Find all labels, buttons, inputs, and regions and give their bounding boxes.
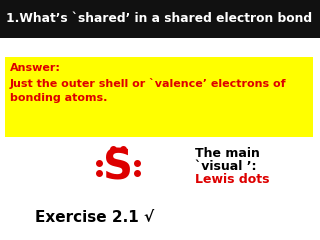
Bar [5, 57, 313, 137]
Text: The main: The main [195, 147, 260, 160]
Text: Lewis dots: Lewis dots [195, 173, 269, 186]
Text: Exercise 2.1 √: Exercise 2.1 √ [35, 210, 154, 226]
Text: 1.What’s `shared’ in a shared electron bond  ?: 1.What’s `shared’ in a shared electron b… [6, 12, 320, 25]
Text: Answer:: Answer: [10, 63, 61, 73]
Text: `visual ’:: `visual ’: [195, 160, 257, 173]
Text: S: S [103, 147, 133, 189]
Text: Just the outer shell or `valence’ electrons of: Just the outer shell or `valence’ electr… [10, 78, 287, 89]
Bar [0, 0, 320, 38]
Text: bonding atoms.: bonding atoms. [10, 93, 108, 103]
